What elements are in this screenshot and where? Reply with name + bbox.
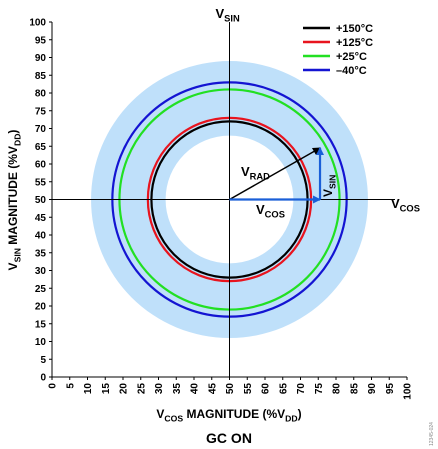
y-tick-label: 35 [35,248,47,259]
y-tick-label: 55 [35,177,47,188]
y-tick-label: 0 [40,373,46,384]
y-tick-label: 90 [35,53,47,64]
vcos-axis-label: VCOS [391,196,420,214]
x-tick-label: 70 [296,383,307,395]
y-tick-label: 40 [35,231,47,242]
y-axis-title: VSIN MAGNITUDE (%VDD) [6,130,22,271]
vrad-label: VRAD [241,164,270,182]
x-tick-label: 40 [190,383,201,395]
x-tick-label: 50 [225,383,236,395]
y-tick-label: 15 [35,319,47,330]
x-tick-label: 0 [48,383,59,389]
y-tick-label: 70 [35,124,47,135]
x-tick-label: 30 [154,383,165,395]
x-ticks: 0 5 10 15 20 25 30 35 40 45 50 55 60 65 70 75 80 85 90 95 10… [48,377,414,400]
y-ticks: 0 5 10 15 20 25 30 35 40 45 50 55 60 65 70 75 80 85 90 95 10… [29,18,52,384]
y-tick-label: 60 [35,160,47,171]
y-tick-label: 10 [35,337,47,348]
chart-title: GC ON [206,430,252,446]
legend-label: +150°C [336,23,373,35]
x-tick-label: 75 [314,383,325,395]
y-tick-label: 30 [35,266,47,277]
y-tick-label: 65 [35,142,47,153]
x-tick-label: 95 [385,383,396,395]
x-tick-label: 85 [349,383,360,395]
x-tick-label: 45 [207,383,218,395]
legend-label: +125°C [336,37,373,49]
x-axis-title: VCOS MAGNITUDE (%VDD) [156,407,301,423]
figure-id: 12345-024 [429,422,435,446]
x-tick-label: 55 [243,383,254,395]
y-tick-label: 5 [40,355,46,366]
y-tick-label: 80 [35,89,47,100]
x-tick-label: 60 [261,383,272,395]
x-tick-label: 65 [278,383,289,395]
vcos-vector-label: VCOS [256,202,285,220]
x-tick-label: 80 [332,383,343,395]
y-tick-label: 25 [35,284,47,295]
x-tick-label: 90 [367,383,378,395]
legend-label: –40°C [336,65,367,77]
vrad-vector [229,147,321,201]
x-tick-label: 100 [403,383,414,400]
y-tick-label: 85 [35,71,47,82]
vectors [229,147,325,204]
y-tick-label: 100 [29,18,46,29]
y-tick-label: 95 [35,35,47,46]
x-tick-label: 25 [136,383,147,395]
band-area [91,61,368,339]
x-tick-label: 5 [65,383,76,389]
legend: +150°C +125°C +25°C –40°C [303,23,373,77]
y-tick-label: 20 [35,302,47,313]
x-tick-label: 10 [83,383,94,395]
y-tick-label: 45 [35,213,47,224]
y-tick-label: 50 [35,195,47,206]
vsin-vector-label: VSIN [321,175,337,197]
tolerance-band [91,61,368,339]
x-tick-label: 20 [119,383,130,395]
y-tick-label: 75 [35,106,47,117]
legend-label: +25°C [336,51,367,63]
vsin-axis-label: VSIN [216,6,241,24]
x-tick-label: 15 [101,383,112,395]
x-tick-label: 35 [172,383,183,395]
